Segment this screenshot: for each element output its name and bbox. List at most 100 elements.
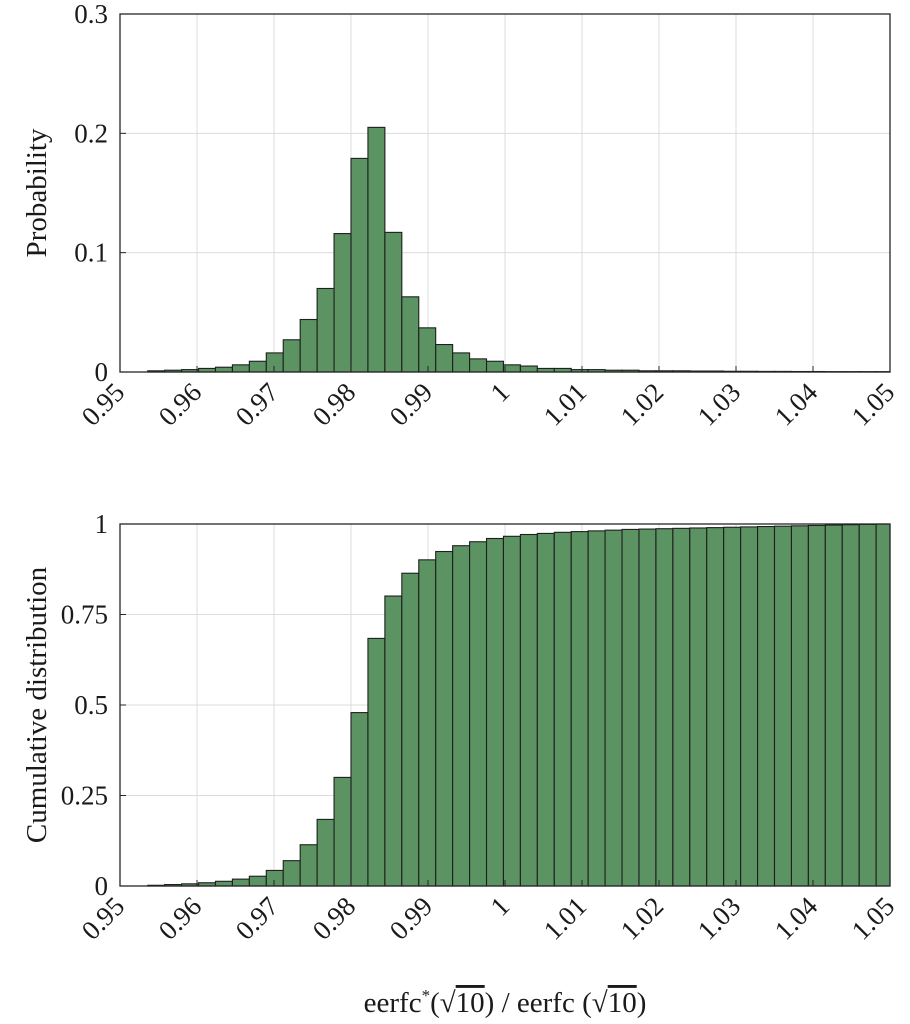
x-tick-label: 0.97 [230, 891, 285, 946]
histogram-bar [689, 527, 708, 887]
x-tick-label: 0.95 [76, 377, 131, 432]
histogram-bar [469, 541, 488, 887]
x-axis-title-paren-open: ( [430, 987, 440, 1019]
histogram-bar [655, 528, 674, 887]
x-tick-label: 0.96 [153, 377, 208, 432]
x-tick-label: 0.98 [307, 891, 362, 946]
histogram-bar [418, 327, 437, 373]
histogram-bar [265, 869, 284, 887]
histogram-bar [333, 776, 352, 887]
histogram-bar [858, 523, 877, 887]
x-axis-title-denominator: eerfc [517, 987, 582, 1019]
x-tick-label: 1.05 [846, 377, 901, 432]
x-axis-title-star: * [422, 986, 431, 1005]
histogram-bar [485, 360, 505, 373]
histogram-bar [401, 572, 420, 887]
histogram-bar [706, 527, 725, 887]
x-axis-title: eerfc*(√10) / eerfc (√10) [364, 986, 647, 1019]
histogram-bar [469, 358, 488, 373]
x-tick-label: 0.97 [230, 377, 285, 432]
histogram-bar [757, 525, 776, 887]
histogram-bar [570, 531, 589, 887]
x-axis-title-prefix: eerfc [364, 987, 422, 1019]
histogram-bar [841, 524, 860, 887]
histogram-bar [248, 360, 267, 373]
histogram-bar [587, 530, 606, 887]
histogram-bar [519, 365, 538, 373]
x-axis-title-sqrt-2: √ [592, 987, 608, 1019]
x-axis-title-arg-2: 10 [608, 987, 637, 1019]
histogram-bar [316, 818, 335, 887]
x-tick-label: 1.02 [615, 891, 670, 946]
histogram-bar [519, 533, 538, 887]
histogram-bar [553, 531, 572, 887]
histogram-bar [231, 878, 250, 887]
x-tick-label: 1.01 [538, 891, 593, 946]
y-axis-title: Probability [21, 128, 53, 257]
x-axis-title-sqrt: √ [440, 987, 456, 1019]
histogram-bar [299, 318, 318, 373]
histogram-bar [638, 528, 657, 887]
y-tick-label: 0.3 [74, 0, 108, 29]
x-tick-label: 1.03 [692, 891, 747, 946]
histogram-bar [350, 157, 369, 373]
histogram-bar [807, 524, 826, 887]
x-axis-title-paren-close: ) [485, 987, 495, 1019]
y-axis-title: Cumulative distribution [21, 566, 53, 843]
histogram-bar [875, 523, 891, 887]
histogram-bar [672, 527, 691, 887]
x-axis-title-arg: 10 [456, 987, 485, 1019]
histogram-bar [367, 126, 386, 373]
histogram-bar [621, 528, 640, 887]
histogram-bar [248, 875, 267, 887]
histogram-bar [367, 637, 386, 887]
y-tick-label: 0.75 [61, 600, 108, 630]
histogram-bar [452, 545, 471, 887]
x-tick-label: 1.03 [692, 377, 747, 432]
x-axis-title-paren-open-2: ( [582, 987, 592, 1019]
histogram-bar [418, 559, 437, 887]
histogram-bar [723, 526, 742, 887]
histogram-bar [502, 364, 521, 373]
y-tick-label: 0.2 [74, 118, 108, 148]
y-tick-label: 1 [95, 509, 109, 539]
histogram-bar [740, 526, 759, 887]
histogram-bar [384, 231, 403, 373]
histogram-bar [299, 844, 318, 887]
histogram-bar [333, 233, 352, 373]
x-tick-label: 1 [484, 891, 515, 922]
histogram-bar [502, 535, 521, 887]
y-tick-label: 0 [95, 871, 109, 901]
histogram-bar [485, 537, 505, 887]
x-tick-label: 1.04 [769, 377, 824, 432]
x-tick-label: 0.98 [307, 377, 362, 432]
histogram-bar [265, 352, 284, 373]
x-axis-title-divider: / [494, 987, 517, 1019]
x-tick-label: 1 [484, 377, 515, 408]
histogram-bar [435, 344, 454, 373]
x-tick-label: 1.05 [846, 891, 901, 946]
y-tick-label: 0.5 [74, 690, 108, 720]
histogram-bar [435, 550, 454, 887]
histogram-bar [231, 364, 250, 373]
x-tick-label: 0.95 [76, 891, 131, 946]
x-tick-label: 0.99 [384, 377, 439, 432]
probability-histogram-panel: 0 0.1 0.2 0.3 0.95 0.96 0.97 0.98 0.99 1 1.01 1.02 1… [21, 0, 900, 432]
x-tick-label: 1.04 [769, 891, 824, 946]
histogram-bar [350, 712, 369, 887]
histogram-bar [214, 366, 233, 373]
x-tick-label: 0.99 [384, 891, 439, 946]
histogram-bar [401, 296, 420, 373]
histogram-bar [452, 352, 471, 373]
y-tick-label: 0.25 [61, 781, 108, 811]
histogram-bar [604, 529, 623, 887]
histogram-bar [214, 880, 233, 887]
x-tick-label: 0.96 [153, 891, 208, 946]
x-tick-label: 1.01 [538, 377, 593, 432]
x-axis-title-paren-close-2: ) [637, 987, 647, 1019]
histogram-bar [384, 595, 403, 887]
histogram-bar [282, 860, 301, 887]
cumulative-distribution-panel: 0 0.25 0.5 0.75 1 0.95 0.96 0.97 0.98 0.99 1 1.01 1.… [21, 509, 900, 946]
histogram-bar [536, 532, 555, 887]
